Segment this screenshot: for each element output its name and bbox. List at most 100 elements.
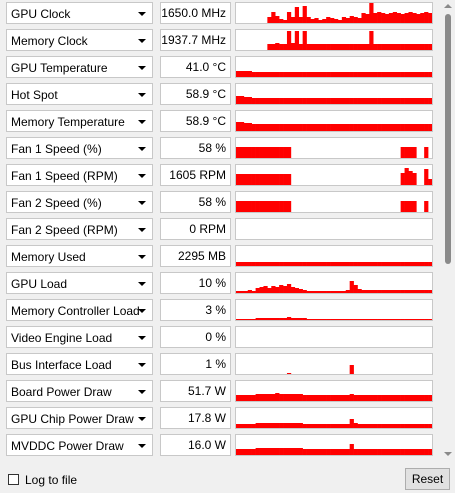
sensor-selector[interactable]: Fan 1 Speed (%) [6,137,153,159]
graph-bar [357,98,362,104]
chevron-down-icon[interactable] [138,201,146,205]
chevron-down-icon[interactable] [138,12,146,16]
graph-bar [353,72,358,77]
graph-bar [314,291,319,293]
graph-bar [349,16,354,23]
graph-bar [326,424,331,428]
graph-bar [353,98,358,104]
sensor-selector[interactable]: Fan 2 Speed (%) [6,191,153,213]
sensor-selector[interactable]: GPU Load [6,272,153,294]
chevron-down-icon[interactable] [138,282,146,286]
reset-button[interactable]: Reset [405,468,450,490]
chevron-down-icon[interactable] [138,255,146,259]
chevron-down-icon[interactable] [138,39,146,43]
graph-bar [322,395,327,401]
chevron-down-icon[interactable] [138,120,146,124]
sensor-selector[interactable]: Memory Clock [6,29,153,51]
graph-bar [251,72,256,77]
graph-bar [337,262,343,266]
graph-bar [290,448,296,455]
graph-bar [286,284,292,293]
graph-bar [271,286,276,293]
graph-bar [263,147,268,158]
sensor-selector[interactable]: Memory Controller Load [6,299,153,321]
sensor-selector[interactable]: Video Engine Load [6,326,153,348]
graph-bar [239,201,245,212]
chevron-down-icon[interactable] [138,309,146,313]
chevron-down-icon[interactable] [138,228,146,232]
graph-bar [302,6,307,23]
graph-bar [318,262,323,266]
graph-bar [318,98,323,104]
sensor-selector[interactable]: GPU Chip Power Draw [6,407,153,429]
graph-bar [279,262,284,266]
chevron-down-icon[interactable] [138,66,146,70]
scroll-thumb[interactable] [445,14,451,264]
graph-bar [428,13,432,23]
chevron-down-icon[interactable] [138,93,146,97]
chevron-down-icon[interactable] [138,390,146,394]
chevron-down-icon[interactable] [138,147,146,151]
scroll-up-icon[interactable] [444,4,452,8]
chevron-down-icon[interactable] [138,174,146,178]
sensor-selector[interactable]: MVDDC Power Draw [6,434,153,456]
graph-bar [388,449,394,455]
graph-bar [236,262,241,266]
sensor-selector[interactable]: Bus Interface Load [6,353,153,375]
graph-bar [412,262,417,266]
graph-bar [424,12,429,23]
graph-bar [247,449,252,455]
log-to-file-checkbox[interactable] [8,474,19,485]
graph-bar [357,289,362,293]
sensor-selector[interactable]: GPU Clock [6,2,153,24]
graph-bar [239,262,245,266]
scrollbar[interactable] [441,0,455,462]
chevron-down-icon[interactable] [138,444,146,448]
graph-bar [286,201,292,212]
graph-bar [318,319,323,320]
sensor-graph [235,326,433,348]
graph-bar [377,72,382,77]
graph-bar [275,98,280,104]
graph-bar [369,31,374,50]
graph-bar [408,124,413,131]
graph-bar [365,98,370,104]
graph-bar [341,449,347,455]
chevron-down-icon[interactable] [138,336,146,340]
sensor-selector[interactable]: Board Power Draw [6,380,153,402]
graph-bar [392,262,398,266]
graph-bar [294,394,300,401]
graph-bar [428,179,432,185]
graph-bar [255,174,260,185]
sensor-selector[interactable]: Hot Spot [6,83,153,105]
sensor-selector[interactable]: Memory Used [6,245,153,267]
graph-bar [326,72,331,77]
graph-bar [388,262,394,266]
graph-bar [283,72,288,77]
graph-bar [353,319,358,320]
graph-bar [424,147,429,158]
log-to-file-label[interactable]: Log to file [25,473,78,487]
graph-bar [345,262,350,266]
graph-bar [365,319,370,320]
graph-bar [247,174,252,185]
chevron-down-icon[interactable] [138,363,146,367]
graph-bar [420,124,425,131]
graph-bar [365,395,370,401]
sensor-selector[interactable]: Memory Temperature [6,110,153,132]
scroll-down-icon[interactable] [444,452,452,456]
sensor-selector[interactable]: Fan 1 Speed (RPM) [6,164,153,186]
sensor-list[interactable]: GPU Clock 1650.0 MHz Memory Clock 1937.7 MH… [0,0,440,462]
chevron-down-icon[interactable] [138,417,146,421]
graph-bar [259,448,264,455]
graph-bar [334,262,339,266]
sensor-selector[interactable]: GPU Temperature [6,56,153,78]
graph-bar [322,72,327,77]
sensor-selector[interactable]: Fan 2 Speed (RPM) [6,218,153,240]
graph-bar [267,44,272,50]
graph-bar [428,262,432,266]
sensor-graph [235,380,433,402]
graph-bar [236,319,241,320]
graph-bar [420,262,425,266]
graph-bar [416,98,421,104]
